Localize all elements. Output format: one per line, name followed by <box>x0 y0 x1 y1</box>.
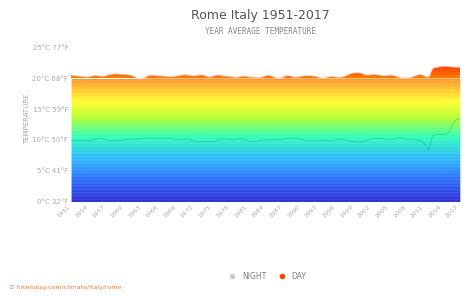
Legend: NIGHT, DAY: NIGHT, DAY <box>221 268 310 284</box>
Y-axis label: TEMPERATURE: TEMPERATURE <box>24 93 30 144</box>
Text: YEAR AVERAGE TEMPERATURE: YEAR AVERAGE TEMPERATURE <box>205 27 316 36</box>
Text: Rome Italy 1951-2017: Rome Italy 1951-2017 <box>191 9 330 22</box>
Text: ⊙ hikersbay.com/climate/italy/rome: ⊙ hikersbay.com/climate/italy/rome <box>9 285 122 290</box>
